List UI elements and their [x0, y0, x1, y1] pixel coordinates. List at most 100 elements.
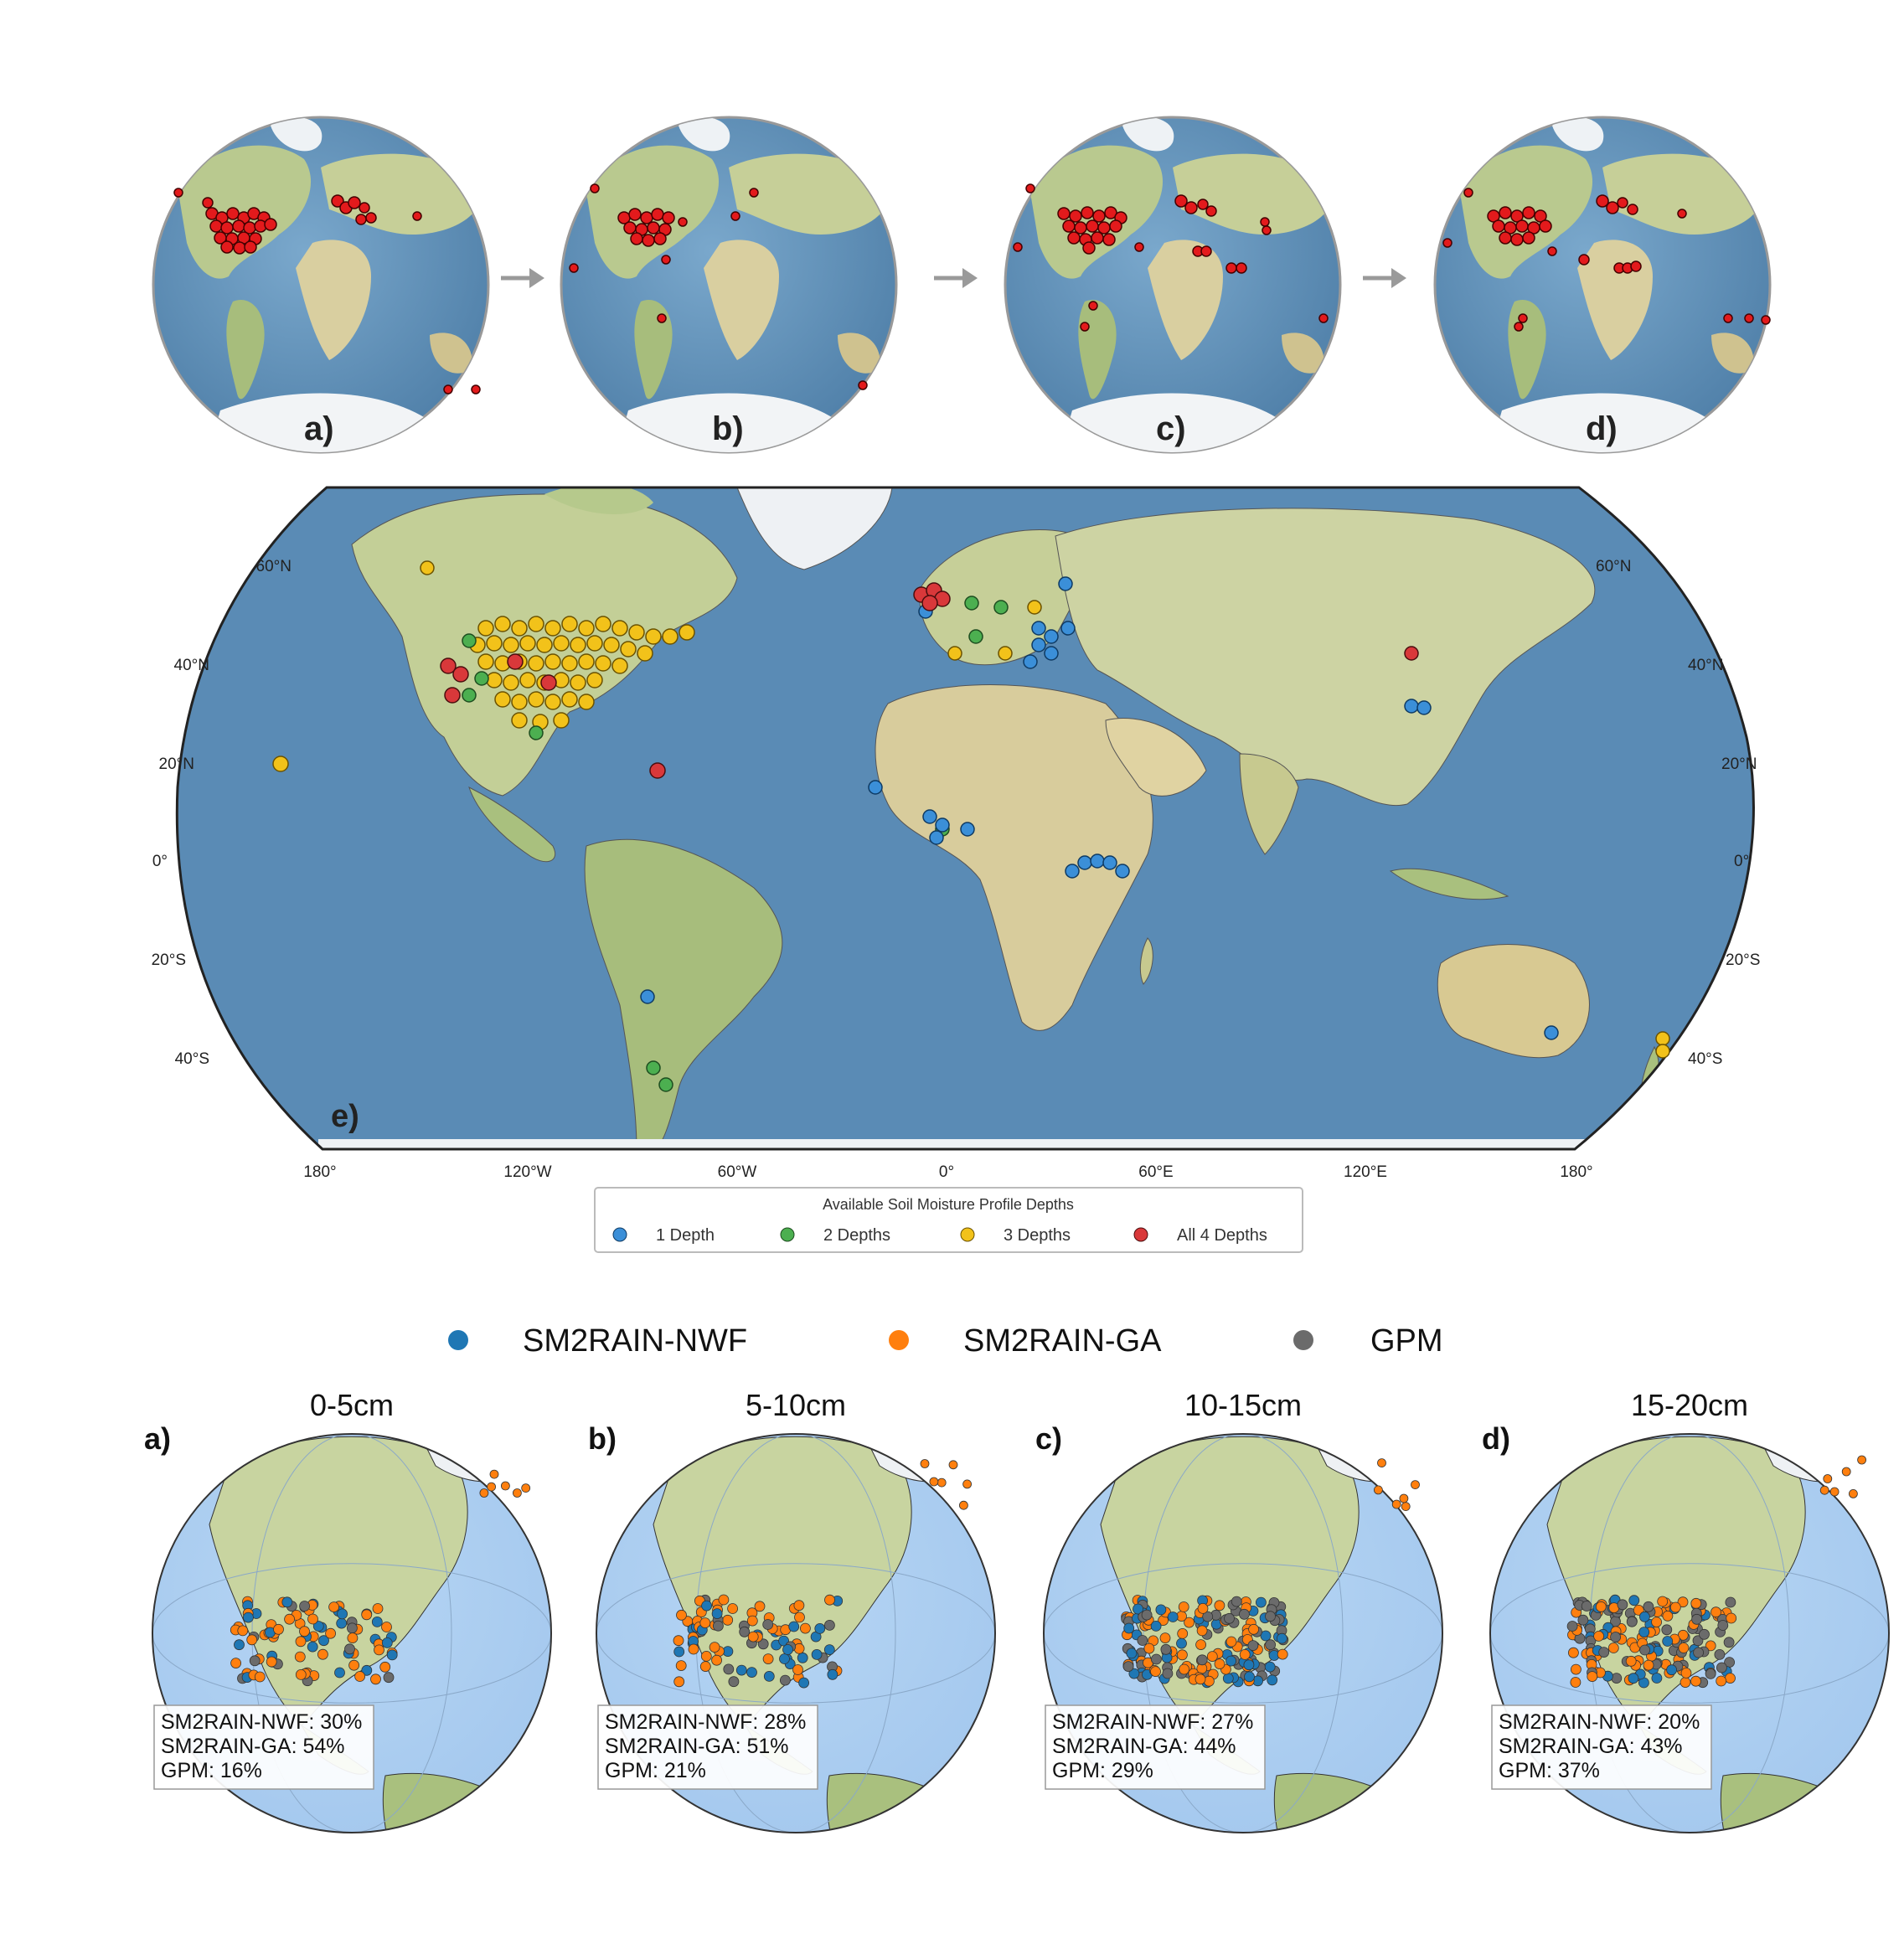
station-point — [700, 1650, 712, 1662]
station-point — [1669, 1601, 1681, 1613]
station-point — [1264, 1661, 1276, 1673]
station-point — [317, 1648, 328, 1660]
station-point — [1714, 1648, 1726, 1660]
top-globe-d-label: d) — [1586, 410, 1618, 447]
station-point — [1225, 1636, 1237, 1648]
station-point — [673, 1635, 684, 1647]
station-point — [344, 1643, 355, 1655]
station-point — [1128, 1668, 1140, 1679]
station-point — [1717, 1620, 1729, 1631]
station-point — [1693, 1647, 1705, 1658]
station-point — [1206, 1651, 1218, 1663]
station-point — [1247, 1640, 1259, 1652]
bottom-panel-stat-line: SM2RAIN-NWF: 20% — [1499, 1710, 1700, 1734]
station-point — [1643, 1659, 1654, 1671]
station-point — [1122, 1661, 1134, 1672]
bottom-globe-c-points — [1121, 1458, 1420, 1689]
station-point — [1231, 1596, 1242, 1607]
station-point — [1643, 1601, 1654, 1612]
top-globe-b-label: b) — [712, 410, 744, 447]
station-point — [1222, 1673, 1234, 1684]
station-point — [1196, 1625, 1208, 1637]
station-point — [673, 1676, 685, 1688]
legend-label-ga: SM2RAIN-GA — [963, 1323, 1162, 1359]
station-point — [1716, 1675, 1727, 1687]
bottom-panel-stats: SM2RAIN-NWF: 30%SM2RAIN-GA: 54%GPM: 16% — [153, 1704, 374, 1790]
station-point — [1661, 1624, 1673, 1636]
station-point — [1137, 1635, 1148, 1646]
station-point — [1651, 1673, 1663, 1684]
station-point — [962, 1479, 973, 1489]
station-point — [798, 1677, 810, 1689]
station-point — [793, 1642, 805, 1654]
station-point — [1391, 1499, 1401, 1509]
station-point — [1411, 1480, 1420, 1490]
legend-label-4-depths: All 4 Depths — [1177, 1226, 1267, 1245]
bottom-panel-stats: SM2RAIN-NWF: 28%SM2RAIN-GA: 51%GPM: 21% — [597, 1704, 818, 1790]
top-globe-b: b) — [560, 116, 898, 454]
station-point — [746, 1615, 758, 1627]
legend-marker-2-depths — [780, 1227, 795, 1242]
station-point — [701, 1600, 712, 1612]
station-point — [1159, 1632, 1171, 1643]
station-point — [762, 1653, 774, 1665]
lon-label-60w: 60°W — [718, 1163, 757, 1181]
station-point — [788, 1621, 800, 1632]
bottom-panel-stat-line: SM2RAIN-GA: 43% — [1499, 1735, 1683, 1758]
station-point — [1244, 1671, 1255, 1683]
station-point — [1143, 1642, 1155, 1654]
station-point — [1277, 1648, 1288, 1660]
station-point — [711, 1608, 723, 1620]
lat-label-right-0: 0° — [1734, 853, 1749, 870]
station-point — [1155, 1604, 1167, 1616]
station-point — [383, 1672, 395, 1684]
station-point — [307, 1613, 318, 1625]
station-point — [334, 1667, 345, 1679]
station-point — [1202, 1611, 1214, 1622]
station-point — [735, 1664, 747, 1676]
station-point — [1690, 1597, 1702, 1609]
station-point — [1587, 1671, 1598, 1682]
station-point — [746, 1667, 757, 1678]
bottom-panel-stat-line: SM2RAIN-NWF: 28% — [605, 1710, 806, 1734]
station-point — [381, 1637, 393, 1648]
bottom-panel-stat-line: GPM: 21% — [605, 1759, 706, 1782]
lon-label-120w: 120°W — [503, 1163, 551, 1181]
station-point — [479, 1488, 489, 1498]
station-point — [920, 1459, 930, 1468]
station-point — [1401, 1502, 1411, 1512]
station-point — [347, 1622, 358, 1634]
station-point — [779, 1674, 791, 1686]
bottom-globe-a-points — [230, 1469, 531, 1687]
station-point — [762, 1619, 774, 1630]
station-point — [1267, 1674, 1278, 1686]
station-point — [386, 1649, 398, 1661]
station-point — [1638, 1627, 1650, 1637]
station-point — [1829, 1487, 1840, 1497]
station-point — [1666, 1664, 1678, 1676]
station-point — [824, 1619, 835, 1631]
station-point — [699, 1661, 711, 1672]
station-point — [1260, 1630, 1272, 1642]
station-point — [1377, 1458, 1386, 1468]
station-point — [371, 1616, 383, 1627]
station-point — [1593, 1631, 1604, 1642]
bottom-panel-stat-line: SM2RAIN-GA: 51% — [605, 1735, 789, 1758]
depth-legend-title: Available Soil Moisture Profile Depths — [823, 1196, 1074, 1213]
station-point — [1570, 1677, 1582, 1688]
station-point — [1150, 1620, 1162, 1632]
bottom-panel-stat-line: GPM: 16% — [161, 1759, 262, 1782]
station-point — [284, 1613, 295, 1625]
bottom-globe-b: 5-10cm b) SM2RAIN-NWF: 28%SM2RAIN-GA: 51%G… — [588, 1388, 996, 1833]
station-point — [361, 1609, 373, 1621]
station-point — [237, 1625, 249, 1637]
station-point — [1726, 1612, 1737, 1624]
station-point — [1598, 1647, 1610, 1658]
station-point — [1214, 1600, 1225, 1612]
station-point — [1690, 1675, 1701, 1687]
bottom-panel-stat-line: SM2RAIN-NWF: 30% — [161, 1710, 362, 1734]
station-point — [713, 1620, 724, 1632]
bottom-globe-c: 10-15cm c) SM2RAIN-NWF: 27%SM2RAIN-GA: 44%… — [1035, 1388, 1443, 1833]
